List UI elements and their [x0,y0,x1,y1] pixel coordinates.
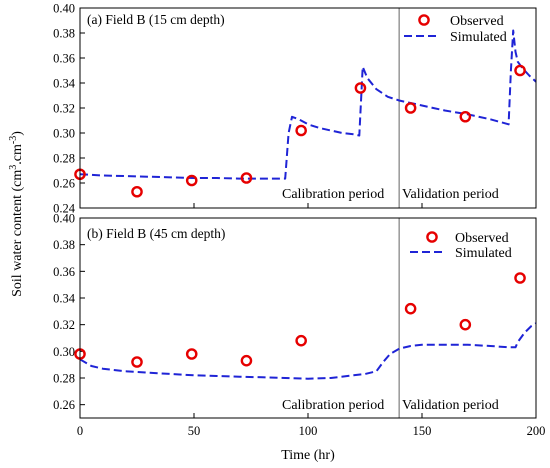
y-tick-label: 0.30 [53,345,75,359]
observed-point [404,102,417,114]
y-axis-title-sup1: 3 [8,165,19,170]
panel-b-label: (b) Field B (45 cm depth) [87,226,225,241]
panel-b-legend-observed: Observed [455,231,509,246]
panel-b-calibration-label: Calibration period [282,398,384,413]
observed-point [131,356,143,368]
observed-point [514,272,526,284]
legend-observed-marker-icon [426,231,438,243]
y-axis-title: Soil water content (cm3.cm-3) [8,131,25,297]
x-tick-label: 100 [299,424,318,438]
y-tick-label: 0.40 [53,2,75,16]
observed-point [459,110,472,123]
y-axis-title-mid: .cm [10,144,25,165]
y-axis-title-main: Soil water content (cm [10,170,25,297]
y-axis-title-end: ) [10,131,25,136]
observed-point [459,318,472,331]
y-tick-label: 0.38 [53,238,75,252]
y-tick-label: 0.36 [53,52,75,66]
panel-a-legend-observed: Observed [450,14,504,29]
x-tick-label: 150 [413,424,432,438]
observed-point [185,348,198,360]
x-tick-label: 0 [77,424,83,438]
panel-b-legend-simulated: Simulated [455,246,512,261]
y-tick-label: 0.34 [53,292,76,306]
y-tick-label: 0.30 [53,127,75,141]
panel-a: 0.24 0.26 0.28 0.30 0.32 0.34 0.36 0.38 0.40 (a)… [53,2,537,216]
y-tick-label: 0.32 [53,102,75,116]
y-tick-label: 0.26 [53,177,75,191]
y-tick-label: 0.34 [53,77,76,91]
x-axis-title: Time (hr) [281,448,335,463]
panel-a-legend: Observed Simulated [404,14,507,45]
y-tick-label: 0.32 [53,318,75,332]
observed-point [240,354,253,367]
y-tick-label: 0.40 [53,212,75,226]
y-tick-label: 0.38 [53,27,75,41]
y-tick-label: 0.28 [53,152,75,166]
x-tick-label: 200 [527,424,546,438]
y-tick-label: 0.28 [53,372,75,386]
panel-b-legend: Observed Simulated [410,231,512,261]
panel-a-validation-label: Validation period [402,187,499,202]
panel-a-legend-simulated: Simulated [450,30,507,45]
panel-b-plot-content: 0.26 0.28 0.30 0.32 0.34 0.36 0.38 0.40 0 50 100 15… [53,212,545,439]
panel-a-frame [79,7,537,209]
simulated-series-line [79,29,537,180]
observed-point [514,64,526,77]
panel-a-calibration-label: Calibration period [282,187,384,202]
y-tick-label: 0.24 [53,202,76,216]
y-tick-label: 0.36 [53,265,75,279]
x-tick-label: 50 [188,424,201,438]
observed-point [295,334,307,347]
simulated-series-line [79,322,537,380]
panel-b-validation-label: Validation period [402,398,499,413]
panel-a-plot-content: 0.24 0.26 0.28 0.30 0.32 0.34 0.36 0.38 0.40 [53,2,537,216]
y-tick-label: 0.26 [53,398,75,412]
panel-b: 0.26 0.28 0.30 0.32 0.34 0.36 0.38 0.40 0 50 100 15… [53,212,545,439]
observed-point [185,174,198,187]
observed-point [240,172,253,184]
legend-observed-marker-icon [418,14,430,26]
panel-a-label: (a) Field B (15 cm depth) [87,12,225,27]
observed-point [131,185,143,198]
panel-b-frame [79,217,537,419]
observed-point [295,124,307,137]
observed-point [404,302,417,315]
y-axis-title-sup2: -3 [8,136,19,144]
observed-point [354,82,367,94]
